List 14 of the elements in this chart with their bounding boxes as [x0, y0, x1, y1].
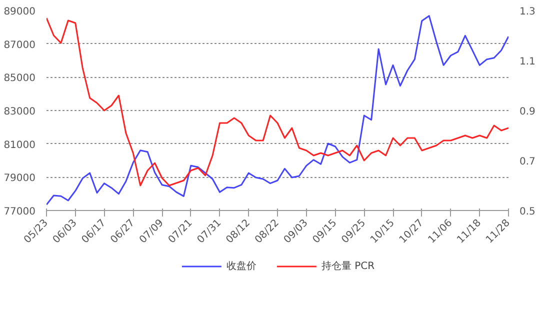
y2-tick-label: 1.3: [520, 6, 536, 18]
y-tick-label: 79000: [4, 173, 36, 184]
y-tick-label: 77000: [4, 206, 36, 218]
y-tick-label: 85000: [4, 73, 36, 84]
y2-tick-label: 0.5: [520, 206, 536, 218]
y2-tick-label: 0.9: [520, 106, 536, 118]
y-tick-label: 81000: [4, 140, 36, 151]
y-tick-label: 87000: [4, 40, 36, 51]
legend-label: 持仓量 PCR: [321, 260, 375, 273]
y-tick-label: 83000: [4, 106, 36, 118]
y2-tick-label: 1.1: [520, 56, 536, 68]
legend-label: 收盘价: [226, 260, 256, 273]
y-tick-label: 89000: [4, 6, 36, 18]
y2-tick-label: 0.7: [520, 156, 536, 168]
